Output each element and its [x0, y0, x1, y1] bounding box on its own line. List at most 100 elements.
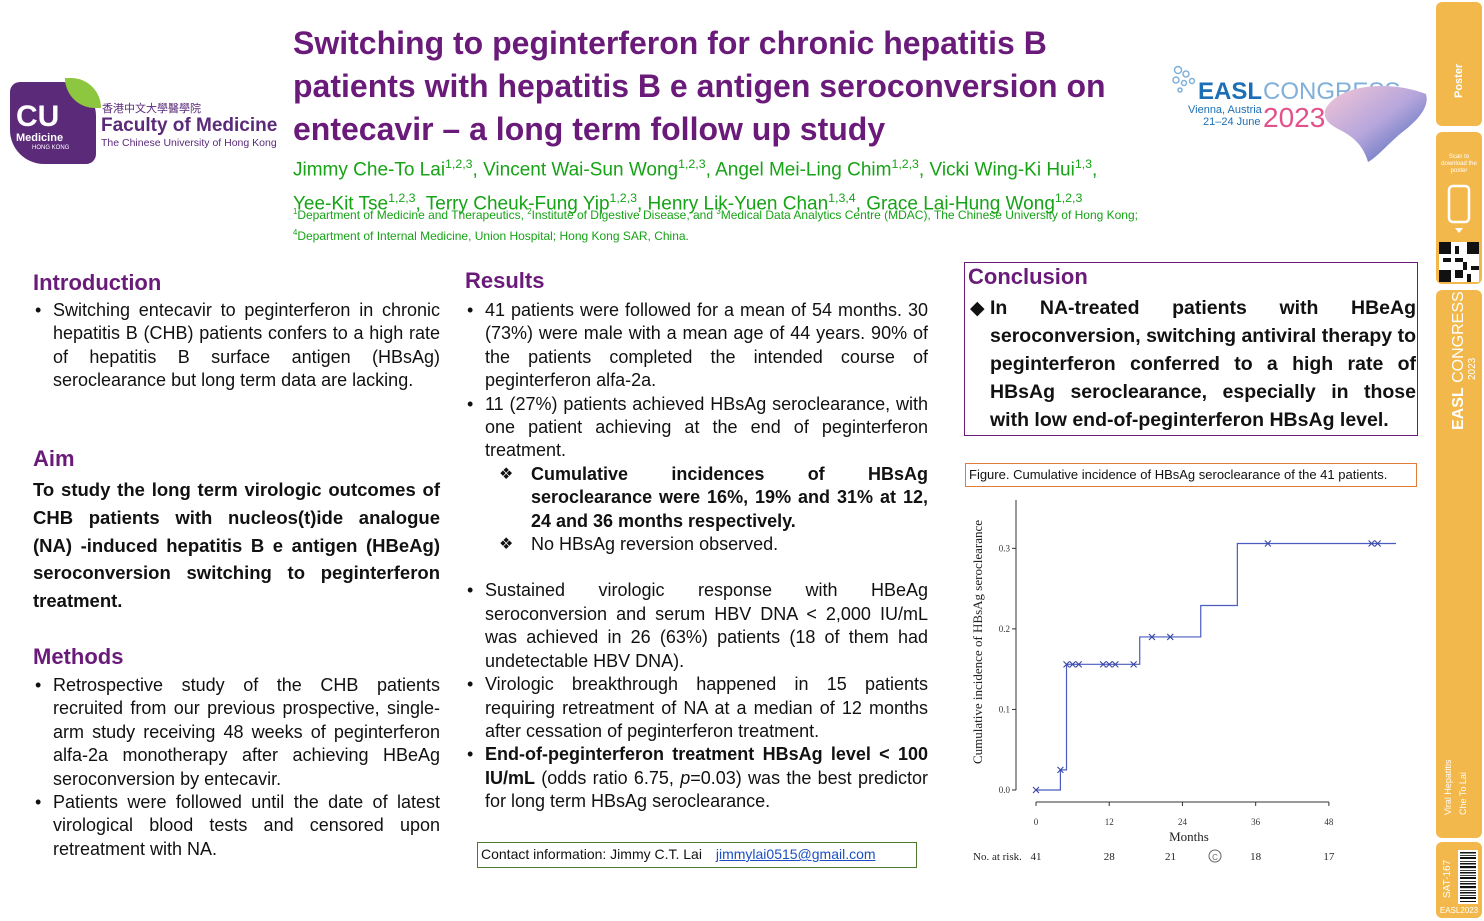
results-sub-bullet-1: ❖ Cumulative incidences of HBsAg seroclea… — [499, 463, 928, 531]
censor-mark — [1099, 660, 1107, 668]
easl-brand: EASL — [1198, 78, 1263, 105]
poster-environment-panel: Poster — [1436, 2, 1482, 126]
phone-icon — [1447, 184, 1471, 233]
results-bullet-1: 41 patients were followed for a mean of … — [465, 299, 928, 393]
qr-code-icon — [1439, 242, 1479, 282]
x-axis-label: Months — [1169, 829, 1209, 844]
at-risk-count: 41 — [1031, 851, 1042, 863]
author-affiliation-number: 1,3,4 — [828, 191, 856, 206]
contact-label: Contact information: Jimmy C.T. Lai — [481, 846, 702, 862]
aim-text: To study the long term virologic outcome… — [33, 479, 440, 612]
poster-environment-logo-icon: Poster — [1453, 63, 1465, 98]
badge-sub: Medicine — [16, 132, 64, 144]
easl-dots-icon — [1172, 65, 1196, 93]
author-affiliation-number: 1,3 — [1074, 157, 1093, 171]
y-tick-label: 0.0 — [999, 785, 1011, 795]
methods-heading: Methods — [33, 644, 124, 669]
x-tick-label: 36 — [1251, 817, 1261, 827]
figure-caption: Figure. Cumulative incidence of HBsAg se… — [965, 463, 1417, 487]
easl-vertical-logo-icon: EASL CONGRESS 2023 — [1450, 291, 1478, 430]
x-tick-label: 12 — [1105, 817, 1114, 827]
poster-code: SAT-167 — [1442, 859, 1453, 898]
affiliation-number: 1 — [293, 207, 298, 216]
introduction-body: Switching entecavir to peginterferon in … — [33, 299, 440, 393]
author-list: Jimmy Che-To Lai1,2,3, Vincent Wai-Sun W… — [293, 157, 1098, 215]
censor-mark — [1032, 786, 1040, 794]
author-affiliation-number: 1,2,3 — [678, 157, 706, 171]
y-tick-label: 0.3 — [999, 543, 1011, 553]
author-name: Henry Lik-Yuen Chan — [647, 193, 829, 215]
y-tick-label: 0.2 — [999, 624, 1010, 634]
aim-heading: Aim — [33, 446, 75, 471]
conclusion-text: ◆ In NA-treated patients with HBeAg sero… — [970, 297, 1416, 431]
author-name: Angel Mei-Ling Chim — [715, 159, 892, 181]
poster-title: Switching to peginterferon for chronic h… — [293, 25, 1106, 147]
x-tick-label: 0 — [1034, 817, 1039, 827]
poster-code-panel: SAT-167 EASL2023 — [1436, 842, 1482, 918]
affiliation-number: 4 — [293, 228, 298, 237]
contact-email-link[interactable]: jimmylai0515@gmail.com — [715, 846, 876, 862]
censor-mark — [1368, 540, 1375, 547]
results-heading: Results — [465, 268, 545, 293]
methods-body: Retrospective study of the CHB patients … — [33, 674, 440, 861]
cu-medicine-badge: CU Medicine HONG KONG — [10, 78, 101, 164]
results-bullet-3: Sustained virologic response with HBeAg … — [465, 579, 928, 673]
censor-mark — [1069, 660, 1076, 668]
black-diamond-icon: ◆ — [970, 298, 985, 319]
methods-bullet-2: Patients were followed until the date of… — [33, 791, 440, 861]
leaf-shape — [65, 78, 101, 108]
y-tick-label: 0.1 — [999, 704, 1010, 714]
censor-mark — [1111, 660, 1119, 668]
results-bullet-5: End-of-peginterferon treatment HBsAg lev… — [465, 743, 928, 813]
at-risk-count: 28 — [1104, 851, 1116, 863]
author-name: Vicki Wing-Ki Hui — [929, 159, 1075, 181]
author-affiliation-number: 1,2,3 — [891, 157, 919, 171]
university-name: The Chinese University of Hong Kong — [101, 137, 277, 149]
at-risk-label: No. at risk. — [973, 851, 1022, 863]
affiliation-text: Department of Medicine and Therapeutics, — [297, 208, 528, 222]
censor-mark — [1374, 540, 1382, 547]
x-tick-label: 48 — [1324, 817, 1334, 827]
at-risk-count: 18 — [1250, 851, 1262, 863]
qr-code[interactable] — [1439, 242, 1479, 282]
session-info-panel: EASL CONGRESS 2023 Viral Hepatitis Che T… — [1436, 290, 1482, 838]
y-axis-label: Cumulative incidence of HBsAg serocleara… — [970, 520, 985, 764]
censor-mark — [1148, 633, 1156, 641]
affiliation-text: Medical Data Analytics Centre (MDAC), Th… — [720, 208, 1138, 222]
diamond-bullet-icon: ❖ — [499, 536, 514, 554]
easl-year: 2023 — [1263, 102, 1326, 133]
conclusion-heading: Conclusion — [968, 264, 1088, 289]
scan-text: Scan to download the poster — [1441, 154, 1477, 174]
incidence-step-line — [1036, 542, 1396, 791]
censor-mark — [1057, 766, 1064, 774]
censor-mark — [1264, 540, 1272, 547]
affiliation-text: Department of Internal Medicine, Union H… — [297, 229, 689, 243]
methods-bullet-1: Retrospective study of the CHB patients … — [33, 674, 440, 791]
download-panel: Scan to download the poster — [1436, 132, 1482, 284]
results-body: 41 patients were followed for a mean of … — [465, 299, 928, 814]
at-risk-count: 17 — [1323, 851, 1335, 863]
liver-illustration — [1324, 85, 1427, 162]
affiliation-number: 2 — [527, 207, 532, 216]
author-affiliation-number: 1,2,3 — [445, 157, 473, 171]
session-topic: Viral Hepatitis — [1443, 759, 1453, 815]
author-name: Vincent Wai-Sun Wong — [483, 159, 679, 181]
affiliations: 1Department of Medicine and Therapeutics… — [293, 203, 1193, 245]
censor-mark — [1105, 660, 1113, 668]
results-sub-bullet-2: ❖ No HBsAg reversion observed. — [499, 533, 928, 556]
easl-city: Vienna, Austria — [1188, 104, 1262, 116]
conclusion-box — [964, 262, 1418, 436]
copyright-mark-icon: C — [1208, 849, 1222, 863]
cumulative-incidence-chart: 0.0 0.1 0.2 0.3 0 12 24 36 48 Months Cumulative … — [970, 500, 1396, 863]
author-affiliation-number: 1,2,3 — [388, 191, 416, 206]
cuhk-faculty-logo: CU Medicine HONG KONG 香港中文大學醫學院 Faculty … — [10, 78, 278, 168]
svg-text:EASL CONGRESS: EASL CONGRESS — [1450, 291, 1467, 430]
introduction-bullet: Switching entecavir to peginterferon in … — [33, 299, 440, 393]
author-affiliation-number: 1,2,3 — [609, 191, 637, 206]
censor-mark — [1166, 633, 1174, 641]
introduction-heading: Introduction — [33, 270, 162, 295]
badge-text: CU — [16, 100, 60, 133]
author-affiliation-number: 1,2,3 — [1054, 191, 1083, 206]
faculty-name: Faculty of Medicine — [101, 115, 278, 136]
badge-small: HONG KONG — [32, 145, 70, 151]
